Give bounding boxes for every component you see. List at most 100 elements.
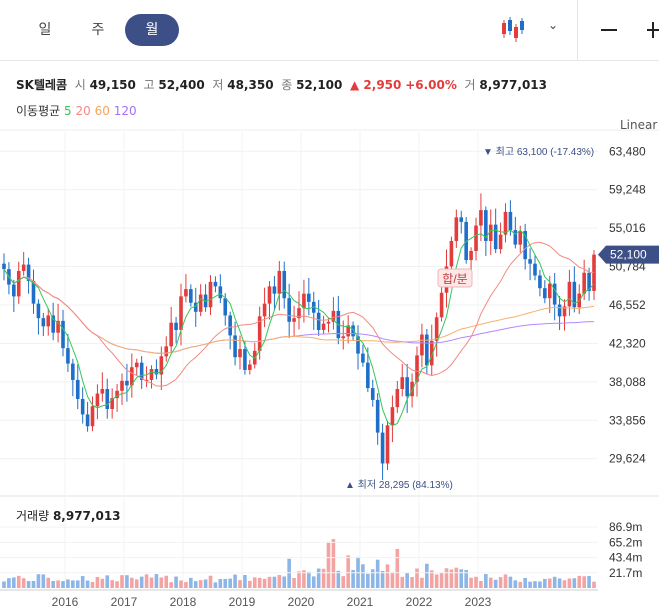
volume-bar [498,577,503,588]
scale-mode-button[interactable]: Linear [620,118,658,132]
volume-bar [159,577,164,588]
candle-body [238,349,242,358]
candle-body [282,270,287,299]
candle-body [51,315,55,333]
volume-bar [149,577,154,588]
candle-body [16,270,21,297]
candle-body [75,379,80,399]
volume-bar [464,569,468,588]
price-tick-label: 63,480 [609,144,646,158]
current-price-tag [598,245,659,264]
ma60-line [3,268,595,354]
candle-body [326,321,331,324]
volume-bar [218,579,223,588]
volume-tick-label: 21.7m [609,566,642,580]
volume-bar [444,568,449,588]
candle-body [223,298,228,316]
candle-body [361,353,365,363]
open-value: 49,150 [89,78,136,92]
volume-bar [267,576,272,588]
candle-body [572,281,577,308]
volume-bar [2,581,6,588]
candle-body [159,356,164,375]
candle-body [488,224,493,241]
volume-bar [385,564,390,588]
volume-bar [257,577,262,588]
volume-bar [248,580,252,588]
volume-header: 거래량 8,977,013 [16,507,121,524]
candle-body [277,270,282,294]
candle-body [493,224,498,250]
volume-bar [51,580,55,588]
volume-bar [272,576,277,588]
candle-body [125,380,129,386]
candle-body [179,296,183,330]
candle-body [267,286,272,304]
volume-bar [134,579,139,588]
stock-name: SK텔레콤 [16,78,68,92]
volume-bar [484,574,488,588]
volume-bar [336,570,341,588]
candle-body [169,322,173,347]
candle-body [479,210,483,226]
volume-bar [154,574,159,588]
candle-body [184,289,188,297]
candle-body [508,211,513,231]
volume-bar [552,576,557,588]
candle-body [139,362,144,380]
candle-body [557,304,562,317]
high-label: 고 [143,78,155,92]
tab-day[interactable]: 일 [38,22,52,38]
candle-body [592,254,596,291]
candle-body [547,283,552,299]
low-annotation: ▲ 최저 28,295 (84.13%) [345,479,453,491]
volume-bar [110,580,114,588]
candle-body [233,335,237,358]
candle-body [429,340,434,366]
volume-bar [243,574,247,588]
volume-bar [592,581,596,588]
volume-bar [346,555,350,588]
zoom-out-icon[interactable] [601,29,617,31]
volume-bar [208,575,213,588]
candle-body [385,425,390,464]
volume-tick-label: 86.9m [609,520,642,534]
close-label: 종 [281,78,293,92]
high-annotation: ▼ 최고 63,100 (-17.43%) [483,146,594,158]
low-label: 저 [212,78,224,92]
volume-bar [582,576,586,588]
volume-bar [179,580,183,588]
volume-bar [474,576,478,588]
chevron-down-icon[interactable]: ⌄ [548,18,559,32]
volume-bar [7,578,11,588]
volume-bar [375,559,380,588]
volume-bar [557,578,562,588]
candle-body [26,264,31,281]
event-badge-label: 합/분 [442,272,467,286]
volume-bar [233,574,237,588]
volume-bar [130,577,134,588]
ma120-label: 120 [113,104,137,118]
candle-body [228,315,232,336]
candle-body [66,348,70,364]
tab-week[interactable]: 주 [91,22,105,38]
x-tick-label: 2022 [406,595,433,609]
candle-body [134,362,139,368]
volume-bar [518,581,523,588]
candle-body [449,240,454,267]
volume-bar [479,580,483,588]
price-tick-label: 46,552 [609,298,646,312]
chart-type-button[interactable] [498,14,530,44]
volume-bar [31,580,36,588]
price-tick-label: 29,624 [609,452,646,466]
volume-bar [203,579,208,588]
volume-bar [223,578,228,588]
tab-month[interactable]: 월 [125,14,179,46]
x-tick-label: 2016 [52,595,79,609]
candle-body [31,280,36,304]
candle-body [390,407,395,426]
candle-body [469,250,473,261]
volume-bar [66,579,70,588]
ma5-label: 5 [64,104,72,118]
